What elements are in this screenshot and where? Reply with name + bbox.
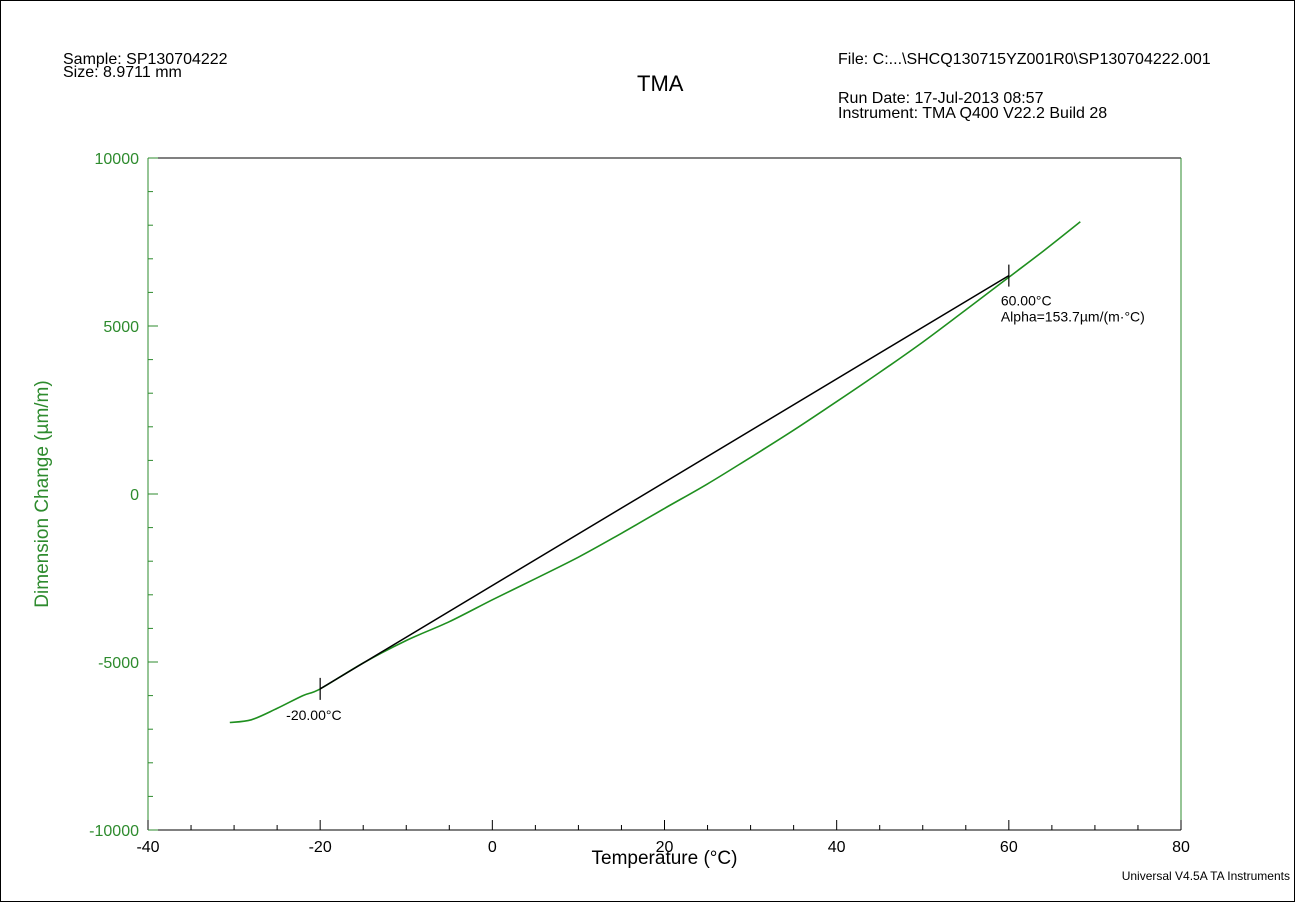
x-tick-label: 60 xyxy=(1000,839,1018,856)
file-label: File: C:...\SHCQ130715YZ001R0\SP13070422… xyxy=(838,51,1211,68)
x-tick-label: -40 xyxy=(136,839,159,856)
x-tick-label: -20 xyxy=(309,839,332,856)
y-tick-label: 0 xyxy=(130,487,139,504)
y-tick-label: -5000 xyxy=(98,655,139,672)
x-axis-title: Temperature (°C) xyxy=(592,848,738,869)
sample-label: Sample: SP130704222 xyxy=(63,51,228,68)
tangent-line xyxy=(319,274,1010,690)
instrument-label: Instrument: TMA Q400 V22.2 Build 28 xyxy=(838,105,1108,122)
x-tick-label: 0 xyxy=(488,839,497,856)
x-tick-label: 20 xyxy=(656,839,674,856)
chart-title: TMA xyxy=(637,71,684,96)
series-line-0 xyxy=(229,221,1081,724)
annotation-label: Alpha=153.7µm/(m·°C) xyxy=(1001,309,1145,325)
y-axis-title: Dimension Change (µm/m) xyxy=(32,380,53,607)
y-tick-label: 5000 xyxy=(103,319,139,336)
annotation-label: -20.00°C xyxy=(286,707,341,723)
x-tick-label: 40 xyxy=(828,839,846,856)
y-tick-label: -10000 xyxy=(89,823,139,840)
y-tick-label: 10000 xyxy=(95,151,140,168)
size-label: Size: 8.9711 mm xyxy=(63,64,182,81)
x-tick-label: 80 xyxy=(1172,839,1190,856)
run-date-label: Run Date: 17-Jul-2013 08:57 xyxy=(838,90,1044,107)
annotation-label: 60.00°C xyxy=(1001,293,1052,309)
software-version-label: Universal V4.5A TA Instruments xyxy=(1121,869,1290,883)
